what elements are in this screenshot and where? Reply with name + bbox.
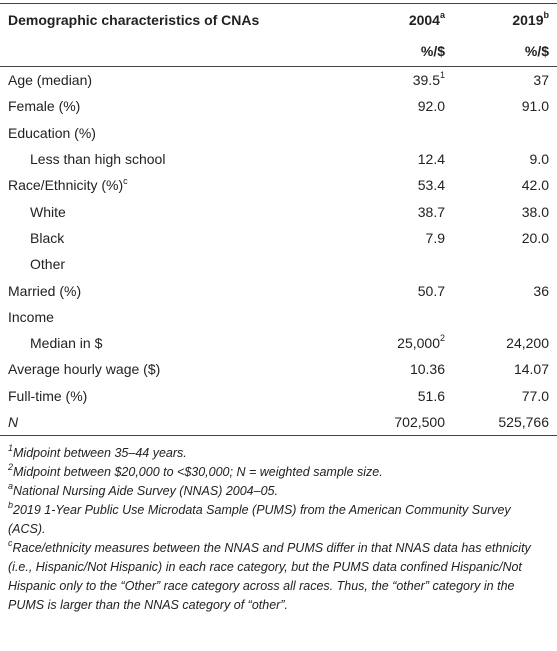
row: Black 7.9 20.0 <box>0 225 557 251</box>
header-row: Demographic characteristics of CNAs 2004… <box>0 3 557 35</box>
footnote: aNational Nursing Aide Survey (NNAS) 200… <box>8 482 549 501</box>
row: Income <box>0 304 557 330</box>
cell <box>445 251 557 277</box>
cell: 38.7 <box>417 203 445 220</box>
row: Race/Ethnicity (%)c 53.4 42.0 <box>0 172 557 198</box>
row-label: Less than high school <box>30 151 166 168</box>
cell <box>445 304 557 330</box>
row-label: Age (median) <box>8 72 93 89</box>
cell: 91.0 <box>521 98 549 115</box>
header-row: %/$ %/$ <box>0 35 557 67</box>
cell: 53.4 <box>417 177 445 194</box>
row: Education (%) <box>0 120 557 146</box>
cell: 37 <box>533 72 549 89</box>
header-text: 2019 <box>512 11 544 28</box>
cell: 77.0 <box>521 387 549 404</box>
note-marker: c <box>123 175 128 186</box>
cell: 36 <box>533 282 549 299</box>
cell: 9.0 <box>529 151 549 168</box>
footnote: cRace/ethnicity measures between the NNA… <box>8 539 549 615</box>
cell: 20.0 <box>521 229 549 246</box>
footnote-text: National Nursing Aide Survey (NNAS) 2004… <box>13 484 278 499</box>
cell: 51.6 <box>417 387 445 404</box>
header-text: 2004 <box>408 11 440 28</box>
row-label-cell: Race/Ethnicity (%)c <box>0 172 355 198</box>
note-marker: a <box>8 481 14 491</box>
note-marker: a <box>439 9 445 20</box>
note-marker: b <box>543 9 550 20</box>
row-label: Average hourly wage ($) <box>8 361 161 378</box>
note-marker: c <box>8 538 13 548</box>
header-unit: %/$ <box>445 35 557 67</box>
row-label: Education (%) <box>8 124 96 141</box>
cell: 42.0 <box>521 177 549 194</box>
cell: 38.0 <box>521 203 549 220</box>
row-label: Other <box>30 256 66 273</box>
cell: 10.36 <box>409 361 445 378</box>
row-label: Income <box>8 308 54 325</box>
footnote-text: Midpoint between 35–44 years. <box>13 446 187 461</box>
header-cell <box>0 35 355 67</box>
footnote: 2Midpoint between $20,000 to <$30,000; N… <box>8 463 549 482</box>
row-label: Race/Ethnicity (%) <box>8 177 124 194</box>
row-label: White <box>30 203 66 220</box>
note-marker: 1 <box>8 443 14 453</box>
row: Average hourly wage ($) 10.36 14.07 <box>0 356 557 382</box>
header-label: Demographic characteristics of CNAs <box>0 3 355 35</box>
row: Age (median) 39.51 37 <box>0 67 557 94</box>
cell-text: 25,000 <box>397 335 440 352</box>
cell <box>355 304 445 330</box>
header-cell: 2004a <box>355 3 445 35</box>
cell: 25,0002 <box>355 330 445 356</box>
row-label: Median in $ <box>30 335 103 352</box>
cell <box>355 251 445 277</box>
row-label: N <box>0 408 355 437</box>
cell: 50.7 <box>417 282 445 299</box>
note-marker: 2 <box>8 462 14 472</box>
cell: 702,500 <box>355 408 445 437</box>
cell: 7.9 <box>425 229 445 246</box>
footnote: b2019 1-Year Public Use Microdata Sample… <box>8 501 549 539</box>
note-marker: 1 <box>439 70 445 81</box>
note-marker: 2 <box>439 333 445 344</box>
row-label: Married (%) <box>8 282 82 299</box>
footnotes: 1Midpoint between 35–44 years. 2Midpoint… <box>0 436 557 615</box>
data-table: Demographic characteristics of CNAs 2004… <box>0 3 557 437</box>
footnote-text: Midpoint between $20,000 to <$30,000; N … <box>13 465 383 480</box>
header-unit: %/$ <box>355 35 445 67</box>
cell <box>355 120 445 146</box>
footnote-text: 2019 1-Year Public Use Microdata Sample … <box>8 503 511 537</box>
cell: 39.51 <box>355 67 445 94</box>
note-marker: b <box>8 500 14 510</box>
row: Less than high school 12.4 9.0 <box>0 146 557 172</box>
row-label: Female (%) <box>8 98 81 115</box>
row: White 38.7 38.0 <box>0 198 557 224</box>
row-label: Full-time (%) <box>8 387 88 404</box>
row: N 702,500 525,766 <box>0 408 557 437</box>
cell: 92.0 <box>417 98 445 115</box>
footnote: 1Midpoint between 35–44 years. <box>8 444 549 463</box>
cell <box>445 120 557 146</box>
row-label: Black <box>30 229 65 246</box>
row: Median in $ 25,0002 24,200 <box>0 330 557 356</box>
row: Female (%) 92.0 91.0 <box>0 93 557 119</box>
cell: 14.07 <box>513 361 549 378</box>
footnote-text: Race/ethnicity measures between the NNAS… <box>8 541 531 613</box>
row: Other <box>0 251 557 277</box>
cell: 24,200 <box>506 335 549 352</box>
header-cell: 2019b <box>445 3 557 35</box>
cell: 525,766 <box>445 408 557 437</box>
cell-text: 39.5 <box>412 72 440 89</box>
row: Full-time (%) 51.6 77.0 <box>0 383 557 409</box>
row: Married (%) 50.7 36 <box>0 277 557 303</box>
page: Demographic characteristics of CNAs 2004… <box>0 3 557 651</box>
cell: 12.4 <box>417 151 445 168</box>
